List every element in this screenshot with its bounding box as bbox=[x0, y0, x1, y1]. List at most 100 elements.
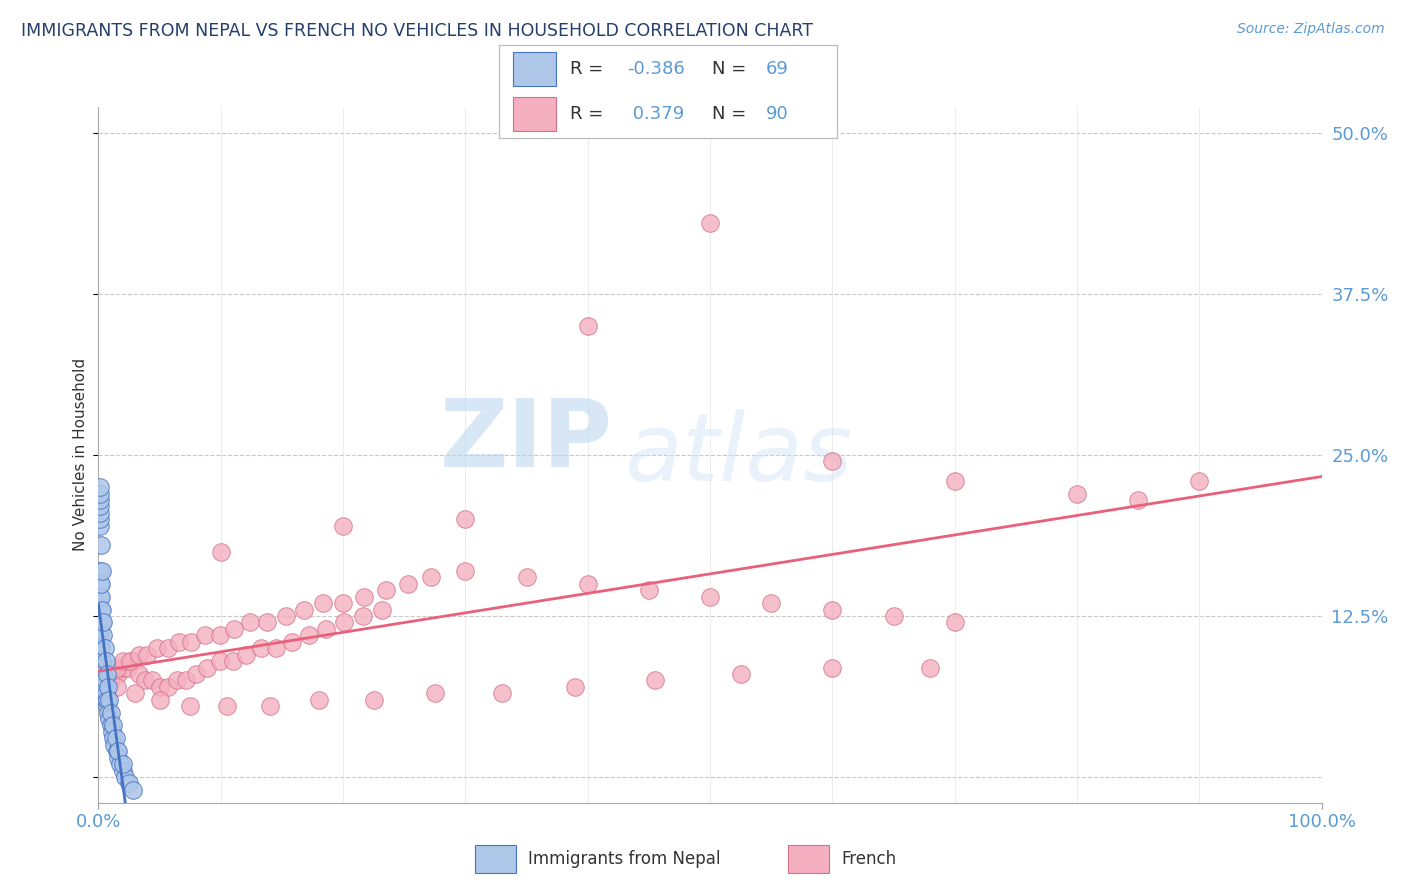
Point bbox=[89, 648, 111, 662]
Point bbox=[94, 667, 117, 681]
Point bbox=[194, 628, 217, 642]
Point bbox=[239, 615, 262, 630]
Text: Immigrants from Nepal: Immigrants from Nepal bbox=[529, 849, 721, 868]
Point bbox=[821, 454, 844, 468]
Point bbox=[90, 667, 112, 681]
Point bbox=[136, 648, 159, 662]
Point bbox=[91, 673, 114, 688]
Point bbox=[93, 673, 115, 688]
Text: atlas: atlas bbox=[624, 409, 852, 500]
Point bbox=[96, 673, 118, 688]
Point bbox=[353, 590, 375, 604]
Bar bbox=[513, 52, 557, 86]
Point bbox=[423, 686, 446, 700]
Point bbox=[274, 609, 297, 624]
Point bbox=[564, 680, 586, 694]
Point bbox=[91, 602, 114, 616]
Point bbox=[208, 628, 231, 642]
Point bbox=[101, 718, 124, 732]
Point bbox=[96, 692, 118, 706]
Point bbox=[149, 692, 172, 706]
Point bbox=[352, 609, 374, 624]
Point bbox=[97, 706, 120, 720]
Point bbox=[103, 667, 125, 681]
Point bbox=[107, 667, 129, 681]
Point bbox=[89, 654, 111, 668]
Bar bbox=[513, 97, 557, 131]
Point bbox=[332, 596, 354, 610]
Point bbox=[89, 480, 111, 494]
Point bbox=[90, 538, 112, 552]
Point bbox=[89, 641, 111, 656]
Point bbox=[371, 602, 394, 616]
Point bbox=[821, 602, 844, 616]
Point bbox=[259, 699, 281, 714]
Point bbox=[89, 512, 111, 526]
Point bbox=[374, 583, 396, 598]
Point bbox=[141, 673, 163, 688]
Point bbox=[98, 692, 121, 706]
Point bbox=[576, 319, 599, 334]
Point bbox=[100, 718, 122, 732]
Point bbox=[224, 622, 246, 636]
Point bbox=[104, 731, 127, 746]
Point bbox=[93, 680, 115, 694]
Point bbox=[111, 764, 134, 778]
Point bbox=[93, 686, 115, 700]
Point bbox=[1128, 493, 1150, 508]
Point bbox=[134, 673, 156, 688]
Point bbox=[120, 654, 142, 668]
Point bbox=[420, 570, 443, 584]
Point bbox=[638, 583, 661, 598]
Point bbox=[89, 590, 111, 604]
Point bbox=[256, 615, 278, 630]
Point bbox=[146, 641, 169, 656]
Point bbox=[91, 667, 114, 681]
Text: Source: ZipAtlas.com: Source: ZipAtlas.com bbox=[1237, 22, 1385, 37]
Point bbox=[89, 500, 111, 514]
Point bbox=[280, 634, 302, 648]
Point bbox=[111, 654, 134, 668]
Text: R =: R = bbox=[569, 60, 609, 78]
Point bbox=[215, 699, 238, 714]
Point bbox=[264, 641, 287, 656]
Point bbox=[186, 667, 208, 681]
Point bbox=[644, 673, 666, 688]
Point bbox=[89, 493, 111, 508]
Point bbox=[149, 680, 172, 694]
Point bbox=[883, 609, 905, 624]
Point bbox=[94, 654, 117, 668]
Point bbox=[89, 506, 111, 520]
Point bbox=[91, 667, 114, 681]
Text: N =: N = bbox=[711, 60, 752, 78]
Point bbox=[90, 648, 112, 662]
Point bbox=[730, 667, 752, 681]
Point bbox=[454, 512, 477, 526]
Point bbox=[821, 660, 844, 674]
Point bbox=[93, 686, 115, 700]
Point bbox=[179, 699, 201, 714]
Text: IMMIGRANTS FROM NEPAL VS FRENCH NO VEHICLES IN HOUSEHOLD CORRELATION CHART: IMMIGRANTS FROM NEPAL VS FRENCH NO VEHIC… bbox=[21, 22, 813, 40]
Point bbox=[222, 654, 245, 668]
Point bbox=[100, 706, 122, 720]
Point bbox=[111, 660, 134, 674]
Point bbox=[114, 770, 136, 784]
Point bbox=[195, 660, 218, 674]
Y-axis label: No Vehicles in Household: No Vehicles in Household bbox=[73, 359, 89, 551]
Point bbox=[157, 680, 180, 694]
Text: 0.379: 0.379 bbox=[627, 105, 685, 123]
Point bbox=[98, 712, 121, 726]
Point bbox=[110, 757, 132, 772]
Point bbox=[89, 628, 111, 642]
Point bbox=[166, 673, 188, 688]
Point bbox=[235, 648, 257, 662]
Point bbox=[515, 570, 537, 584]
Bar bbox=[787, 845, 830, 872]
Point bbox=[94, 686, 117, 700]
Point bbox=[699, 590, 721, 604]
Point bbox=[308, 692, 330, 706]
Point bbox=[91, 654, 114, 668]
Point bbox=[111, 757, 134, 772]
Point bbox=[124, 686, 146, 700]
Point bbox=[1188, 474, 1211, 488]
